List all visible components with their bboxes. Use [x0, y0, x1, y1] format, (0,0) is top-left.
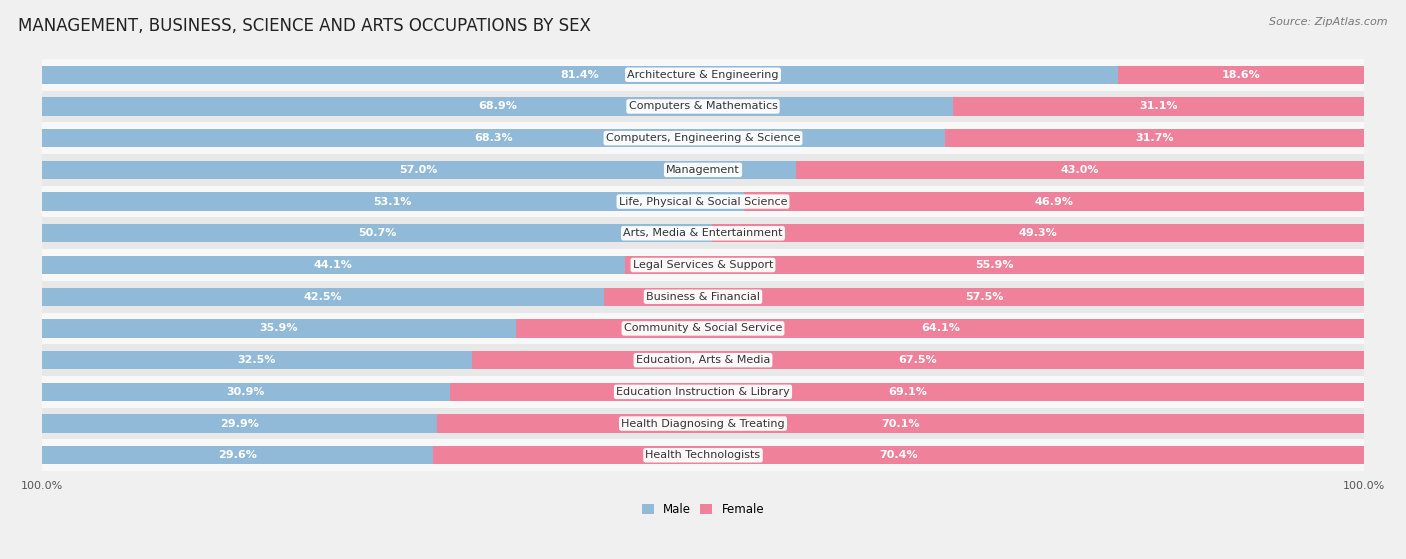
Bar: [471, 351, 1364, 369]
Bar: [945, 129, 1364, 148]
Bar: [42, 217, 1364, 249]
Text: 81.4%: 81.4%: [561, 70, 599, 80]
Text: 64.1%: 64.1%: [921, 324, 960, 333]
Text: 43.0%: 43.0%: [1060, 165, 1099, 175]
Text: 29.6%: 29.6%: [218, 451, 257, 460]
Text: Community & Social Service: Community & Social Service: [624, 324, 782, 333]
Text: Computers, Engineering & Science: Computers, Engineering & Science: [606, 133, 800, 143]
Text: 57.5%: 57.5%: [965, 292, 1004, 302]
Bar: [42, 319, 516, 338]
Text: 70.1%: 70.1%: [882, 419, 920, 429]
Bar: [42, 91, 1364, 122]
Text: 18.6%: 18.6%: [1222, 70, 1261, 80]
Bar: [42, 439, 1364, 471]
Bar: [953, 97, 1364, 116]
Text: 32.5%: 32.5%: [238, 355, 276, 365]
Text: 57.0%: 57.0%: [399, 165, 437, 175]
Text: 30.9%: 30.9%: [226, 387, 266, 397]
Bar: [42, 344, 1364, 376]
Text: 68.9%: 68.9%: [478, 101, 517, 111]
Text: 31.7%: 31.7%: [1136, 133, 1174, 143]
Bar: [42, 122, 1364, 154]
Text: Computers & Mathematics: Computers & Mathematics: [628, 101, 778, 111]
Text: Legal Services & Support: Legal Services & Support: [633, 260, 773, 270]
Text: Arts, Media & Entertainment: Arts, Media & Entertainment: [623, 228, 783, 238]
Text: 55.9%: 55.9%: [976, 260, 1014, 270]
Bar: [516, 319, 1364, 338]
Bar: [42, 154, 1364, 186]
Bar: [433, 446, 1364, 465]
Text: 67.5%: 67.5%: [898, 355, 938, 365]
Bar: [603, 287, 1364, 306]
Bar: [42, 59, 1364, 91]
Text: 68.3%: 68.3%: [474, 133, 513, 143]
Bar: [437, 414, 1364, 433]
Text: Education, Arts & Media: Education, Arts & Media: [636, 355, 770, 365]
Bar: [42, 65, 1118, 84]
Text: 35.9%: 35.9%: [260, 324, 298, 333]
Bar: [42, 287, 603, 306]
Bar: [42, 408, 1364, 439]
Text: Business & Financial: Business & Financial: [645, 292, 761, 302]
Text: MANAGEMENT, BUSINESS, SCIENCE AND ARTS OCCUPATIONS BY SEX: MANAGEMENT, BUSINESS, SCIENCE AND ARTS O…: [18, 17, 591, 35]
Legend: Male, Female: Male, Female: [637, 498, 769, 520]
Bar: [42, 224, 713, 243]
Text: 29.9%: 29.9%: [219, 419, 259, 429]
Bar: [744, 192, 1364, 211]
Bar: [796, 160, 1364, 179]
Bar: [42, 160, 796, 179]
Text: 53.1%: 53.1%: [374, 197, 412, 207]
Text: 50.7%: 50.7%: [357, 228, 396, 238]
Bar: [42, 414, 437, 433]
Text: 44.1%: 44.1%: [314, 260, 353, 270]
Text: Education Instruction & Library: Education Instruction & Library: [616, 387, 790, 397]
Text: 42.5%: 42.5%: [304, 292, 342, 302]
Text: 69.1%: 69.1%: [889, 387, 927, 397]
Bar: [42, 376, 1364, 408]
Text: Architecture & Engineering: Architecture & Engineering: [627, 70, 779, 80]
Text: Life, Physical & Social Science: Life, Physical & Social Science: [619, 197, 787, 207]
Bar: [42, 256, 624, 274]
Bar: [1118, 65, 1364, 84]
Text: Management: Management: [666, 165, 740, 175]
Text: 49.3%: 49.3%: [1019, 228, 1057, 238]
Bar: [42, 249, 1364, 281]
Bar: [42, 97, 953, 116]
Bar: [42, 192, 744, 211]
Bar: [42, 129, 945, 148]
Bar: [450, 383, 1364, 401]
Bar: [42, 383, 450, 401]
Bar: [42, 446, 433, 465]
Bar: [42, 186, 1364, 217]
Text: Source: ZipAtlas.com: Source: ZipAtlas.com: [1270, 17, 1388, 27]
Text: 70.4%: 70.4%: [880, 451, 918, 460]
Text: Health Technologists: Health Technologists: [645, 451, 761, 460]
Bar: [42, 312, 1364, 344]
Text: 46.9%: 46.9%: [1035, 197, 1074, 207]
Text: 31.1%: 31.1%: [1139, 101, 1178, 111]
Bar: [42, 351, 471, 369]
Bar: [713, 224, 1364, 243]
Text: Health Diagnosing & Treating: Health Diagnosing & Treating: [621, 419, 785, 429]
Bar: [624, 256, 1364, 274]
Bar: [42, 281, 1364, 312]
